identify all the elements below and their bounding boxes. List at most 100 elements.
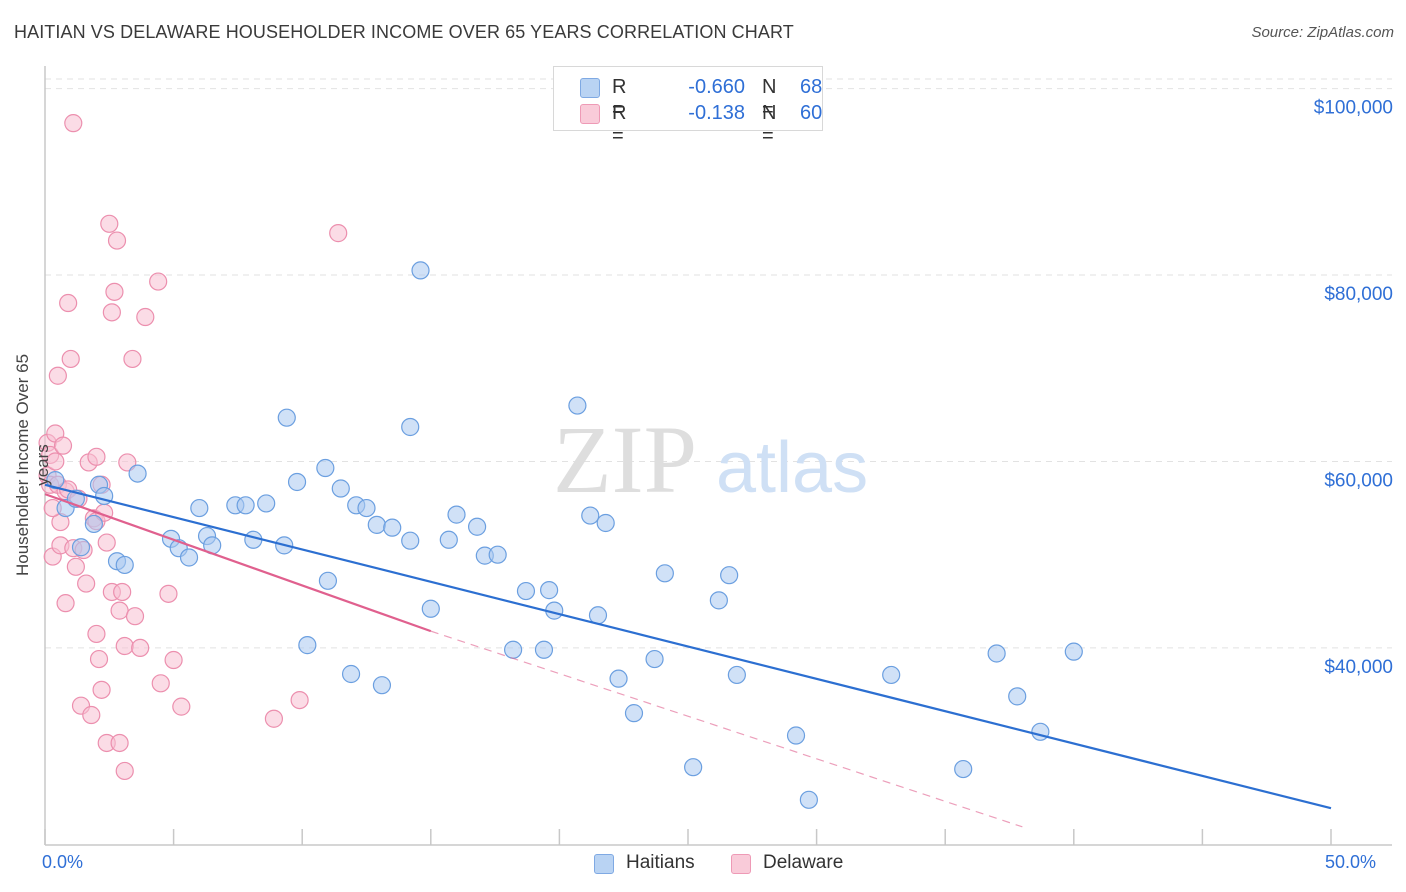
delaware-point (118, 453, 137, 472)
haitians-point (257, 494, 276, 513)
haitians-point (411, 261, 430, 280)
y-tick-label: $40,000 (1324, 657, 1393, 678)
delaware-point (64, 114, 83, 133)
delaware-point (107, 231, 127, 250)
haitians-point (488, 545, 507, 564)
haitians-point (115, 555, 134, 575)
haitians-point (655, 564, 674, 583)
haitians-point (341, 664, 361, 684)
haitians-point (568, 396, 587, 415)
haitians-point (596, 513, 615, 533)
delaware-point (329, 224, 348, 243)
haitians-point (684, 758, 703, 777)
n-label: N = (762, 102, 777, 147)
delaware-point (87, 624, 106, 644)
haitians-point (467, 517, 487, 536)
delaware-point (159, 584, 178, 603)
haitians-points (46, 261, 1083, 809)
legend-label: Haitians (626, 852, 695, 873)
delaware-point (92, 680, 111, 699)
r-label: R = (612, 102, 627, 147)
delaware-trend-line (44, 493, 432, 633)
haitians-point (709, 591, 728, 610)
haitians-point (383, 518, 402, 537)
haitians-point (179, 548, 199, 567)
haitians-point (581, 506, 600, 525)
delaware-point (89, 649, 109, 669)
y-tick-label: $60,000 (1324, 470, 1393, 491)
haitians-point (71, 538, 91, 557)
haitians-point (540, 581, 559, 600)
haitians-point (298, 636, 317, 655)
haitians-point (318, 571, 338, 590)
delaware-point (113, 582, 132, 602)
delaware-point (115, 636, 134, 656)
watermark: ZIP atlas (553, 406, 868, 513)
delaware-point (56, 594, 75, 613)
delaware-swatch (731, 854, 751, 874)
haitians-point (447, 505, 466, 524)
haitians-point (439, 530, 458, 549)
chart-title: HAITIAN VS DELAWARE HOUSEHOLDER INCOME O… (14, 22, 794, 42)
haitians-point (236, 496, 255, 515)
r-value: -0.138 (688, 102, 745, 124)
delaware-points (38, 114, 348, 781)
delaware-point (82, 705, 101, 725)
y-axis-label: Householder Income Over 65 years (13, 353, 52, 577)
n-value: 60 (800, 102, 823, 124)
delaware-point (53, 436, 73, 455)
haitians-point (401, 417, 420, 437)
delaware-point (136, 307, 155, 327)
delaware-point (149, 272, 168, 291)
delaware-point (66, 557, 85, 576)
haitians-point (727, 665, 746, 685)
haitians-point (534, 640, 554, 659)
haitians-point (720, 566, 739, 585)
delaware-point (123, 349, 142, 369)
haitians-point (624, 704, 644, 723)
delaware-trend-extension (430, 630, 1023, 828)
n-label: N = (762, 76, 777, 121)
haitians-swatch (580, 78, 600, 98)
haitians-swatch (594, 854, 614, 874)
delaware-point (290, 690, 309, 710)
delaware-point (172, 697, 191, 716)
haitians-point (645, 649, 664, 669)
y-tick-label: $80,000 (1324, 284, 1393, 305)
delaware-point (100, 214, 119, 233)
haitians-point (516, 581, 536, 601)
delaware-point (105, 282, 124, 301)
delaware-point (59, 293, 78, 313)
haitians-point (46, 471, 65, 490)
haitians-point (316, 458, 335, 478)
delaware-point (125, 607, 145, 626)
delaware-point (264, 709, 284, 728)
grid-lines (45, 78, 1392, 649)
delaware-swatch (580, 104, 600, 124)
haitians-point (367, 515, 386, 534)
delaware-point (151, 674, 170, 693)
haitians-point (1064, 642, 1083, 661)
haitians-point (287, 472, 307, 492)
haitians-trend-line (44, 483, 1332, 810)
haitians-point (786, 726, 806, 745)
delaware-point (97, 533, 116, 552)
haitians-point (128, 464, 147, 483)
delaware-point (110, 733, 129, 753)
haitians-point (277, 408, 296, 427)
haitians-point (504, 640, 523, 659)
delaware-point (115, 761, 134, 781)
haitians-point (331, 479, 350, 498)
x-tick-label-max: 50.0% (1325, 852, 1377, 872)
haitians-point (588, 606, 608, 625)
haitians-point (357, 498, 376, 518)
delaware-point (131, 638, 150, 658)
watermark-zip: ZIP (553, 406, 697, 513)
delaware-point (46, 452, 65, 471)
y-tick-labels: $40,000 $60,000 $80,000 $100,000 (1314, 98, 1393, 678)
delaware-point (77, 574, 96, 593)
haitians-point (372, 676, 392, 695)
haitians-point (799, 790, 818, 809)
watermark-atlas: atlas (716, 428, 868, 508)
